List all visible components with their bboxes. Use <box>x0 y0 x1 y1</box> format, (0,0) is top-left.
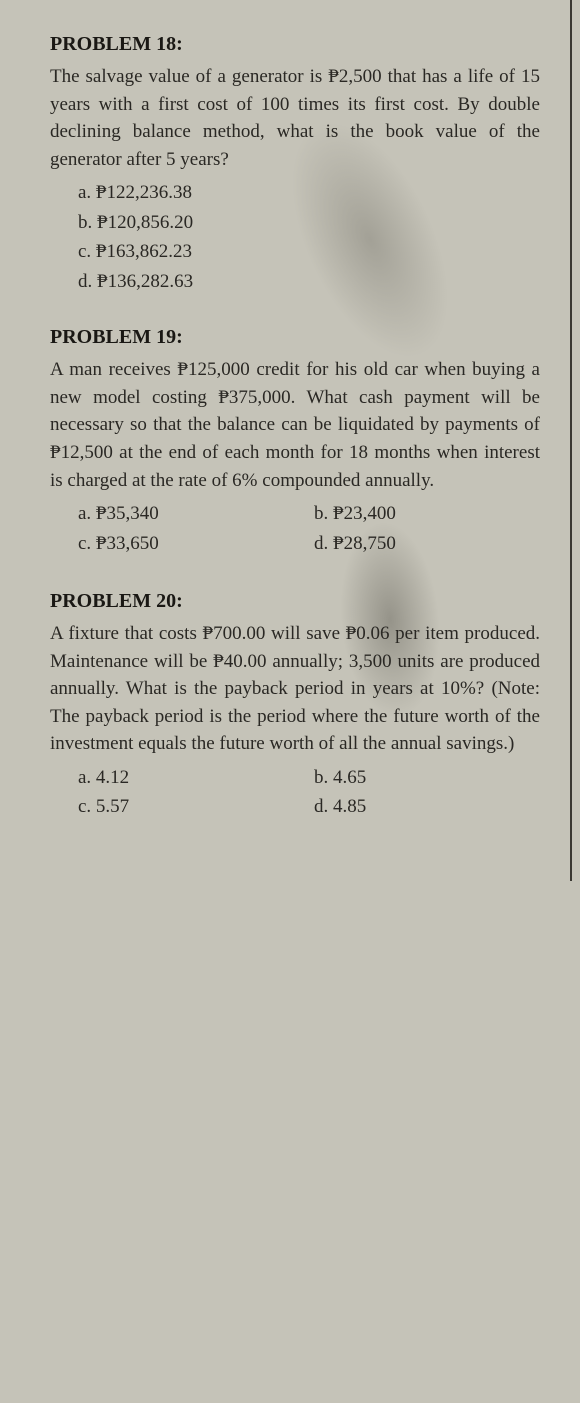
option-c: c. 5.57 <box>78 793 304 821</box>
problem-text: The salvage value of a generator is ₱2,5… <box>50 63 540 173</box>
option-c: c. ₱163,862.23 <box>78 238 540 266</box>
problem-heading: PROBLEM 18: <box>50 30 540 59</box>
options-grid: a. ₱35,340 b. ₱23,400 c. ₱33,650 d. ₱28,… <box>50 500 540 559</box>
problem-heading: PROBLEM 20: <box>50 587 540 616</box>
option-d: d. ₱28,750 <box>314 530 540 558</box>
option-b: b. ₱23,400 <box>314 500 540 528</box>
options-list: a. ₱122,236.38 b. ₱120,856.20 c. ₱163,86… <box>50 179 540 295</box>
option-a: a. ₱35,340 <box>78 500 304 528</box>
options-grid: a. 4.12 b. 4.65 c. 5.57 d. 4.85 <box>50 764 540 823</box>
option-b: b. 4.65 <box>314 764 540 792</box>
problem-20: PROBLEM 20: A fixture that costs ₱700.00… <box>50 587 540 823</box>
option-b: b. ₱120,856.20 <box>78 209 540 237</box>
option-a: a. ₱122,236.38 <box>78 179 540 207</box>
problem-heading: PROBLEM 19: <box>50 323 540 352</box>
option-d: d. ₱136,282.63 <box>78 268 540 296</box>
option-d: d. 4.85 <box>314 793 540 821</box>
problem-18: PROBLEM 18: The salvage value of a gener… <box>50 30 540 295</box>
problem-19: PROBLEM 19: A man receives ₱125,000 cred… <box>50 323 540 559</box>
option-c: c. ₱33,650 <box>78 530 304 558</box>
problem-text: A man receives ₱125,000 credit for his o… <box>50 356 540 494</box>
option-a: a. 4.12 <box>78 764 304 792</box>
problem-text: A fixture that costs ₱700.00 will save ₱… <box>50 620 540 758</box>
